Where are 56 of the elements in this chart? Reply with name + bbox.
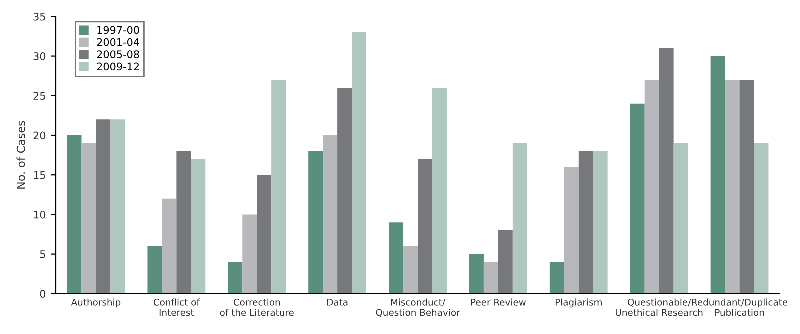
bar xyxy=(578,151,594,294)
legend-label: 1997-00 xyxy=(98,26,140,34)
bar xyxy=(710,56,726,294)
bar xyxy=(593,151,608,294)
bar xyxy=(191,159,206,294)
bar xyxy=(272,80,286,294)
x-tick-label: Data xyxy=(328,299,348,306)
x-tick-label: Correction of the Literature xyxy=(220,298,294,316)
bar xyxy=(110,120,126,294)
bar xyxy=(404,246,418,294)
bar xyxy=(754,143,769,294)
bar xyxy=(564,167,579,294)
bar xyxy=(323,136,338,294)
bar xyxy=(228,262,243,294)
x-tick-label: Misconduct/ Question Behavior xyxy=(376,298,460,318)
bar xyxy=(352,32,367,294)
legend-label: 2005-08 xyxy=(97,50,140,58)
y-tick-label: 5 xyxy=(40,250,46,258)
bar xyxy=(67,136,82,294)
bar xyxy=(82,143,96,294)
y-tick-label: 15 xyxy=(34,171,46,180)
bar xyxy=(498,230,513,294)
x-tick-label: Peer Review xyxy=(471,298,526,306)
bar xyxy=(644,80,660,294)
bar xyxy=(725,80,740,294)
bar xyxy=(740,80,754,294)
x-tick-label: Authorship xyxy=(71,298,121,308)
bar xyxy=(550,262,564,294)
bar xyxy=(257,175,272,294)
y-tick-label: 20 xyxy=(34,132,46,140)
bar xyxy=(674,143,688,294)
bar xyxy=(176,151,192,294)
y-tick-label: 35 xyxy=(34,12,46,21)
bar xyxy=(162,198,177,294)
bar xyxy=(484,262,498,294)
bar xyxy=(469,254,484,294)
bar xyxy=(659,48,674,294)
legend-label: 2009-12 xyxy=(97,62,139,71)
bar xyxy=(389,222,404,294)
bar xyxy=(338,88,352,294)
bar xyxy=(630,104,645,294)
legend-label: 2001-04 xyxy=(97,38,140,46)
bar xyxy=(512,143,528,294)
y-tick-label: 10 xyxy=(34,210,46,219)
bar xyxy=(148,246,162,294)
y-tick-label: 25 xyxy=(34,92,46,100)
y-tick-label: 0 xyxy=(40,290,46,298)
bar xyxy=(432,88,447,294)
bar xyxy=(242,214,258,294)
bar xyxy=(418,159,432,294)
x-tick-label: Conflict of Interest xyxy=(154,298,200,316)
x-tick-label: Plagiarism xyxy=(556,298,602,308)
bar xyxy=(308,151,324,294)
y-axis-title: No. of Cases xyxy=(16,121,26,189)
y-tick-label: 30 xyxy=(34,52,46,60)
bar xyxy=(96,120,111,294)
